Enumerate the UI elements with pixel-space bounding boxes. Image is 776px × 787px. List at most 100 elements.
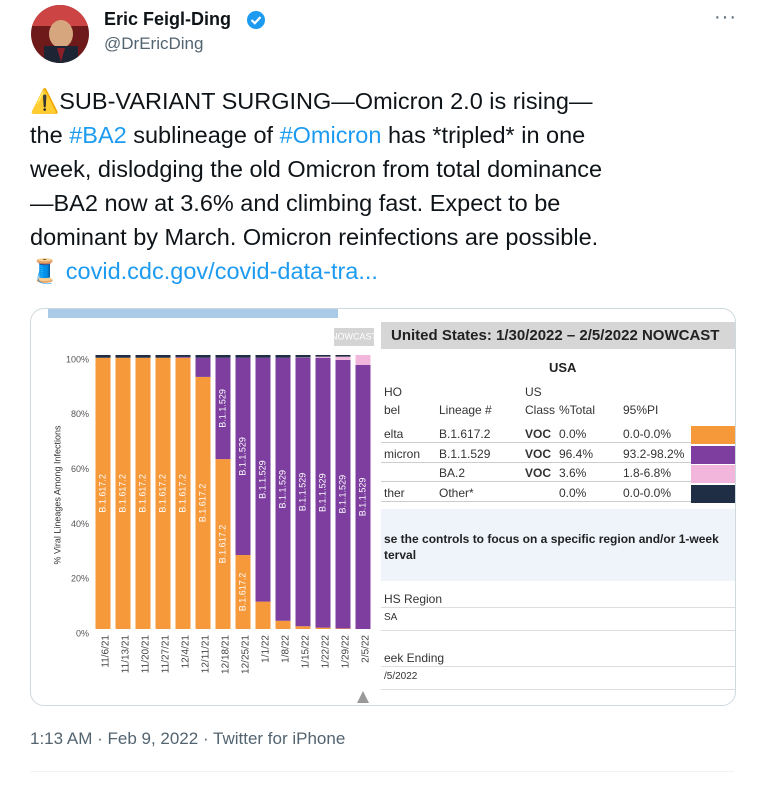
table-cell: 93.2-98.2%	[623, 446, 685, 461]
cropped-header	[48, 309, 338, 318]
x-tick-label: 1/1/22	[261, 635, 272, 663]
x-tick-label: 12/4/21	[181, 635, 192, 669]
bar-segment	[315, 627, 331, 629]
x-tick-label: 1/8/22	[281, 635, 292, 663]
author-handle[interactable]: @DrEricDing	[104, 34, 204, 53]
column-header: HO	[384, 385, 402, 399]
region-value: SA	[384, 612, 398, 623]
bar-segment	[335, 356, 351, 360]
bar-segment	[135, 357, 151, 629]
bar-segment	[175, 356, 191, 358]
bar-segment	[235, 355, 251, 358]
bar-segment	[315, 356, 331, 358]
bar-segment	[195, 376, 211, 629]
table-row-line	[381, 461, 691, 463]
text: the	[30, 122, 70, 148]
bar-segment	[275, 357, 291, 621]
bar-segment	[175, 355, 191, 357]
bar-segment	[215, 355, 231, 358]
bar-segment	[175, 357, 191, 629]
lineage-swatch	[691, 426, 735, 444]
table-cell: 96.4%	[559, 446, 594, 461]
table-cell: ther	[384, 485, 405, 500]
table-cell: VOC	[525, 427, 552, 441]
table-cell: B.1.1.529	[439, 446, 491, 461]
x-tick-label: 11/27/21	[161, 635, 172, 674]
text: 🧵	[30, 258, 66, 284]
table-cell: 0.0-0.0%	[623, 485, 672, 500]
segment-label: B.1.1.529	[237, 437, 247, 476]
table-row-line	[381, 442, 691, 443]
hashtag[interactable]: #Omicron	[279, 122, 382, 148]
table-title: United States: 1/30/2022 – 2/5/2022 NOWC…	[391, 327, 720, 344]
more-menu[interactable]: ···	[714, 6, 737, 28]
week-select[interactable]	[381, 666, 735, 690]
table-cell: micron	[384, 446, 421, 461]
tweet-text: ⚠️SUB-VARIANT SURGING—Omicron 2.0 is ris…	[30, 84, 602, 288]
segment-label: B.1.1.529	[337, 475, 347, 514]
table-cell: elta	[384, 427, 404, 441]
link[interactable]: covid.cdc.gov/covid-data-tra...	[65, 258, 378, 284]
segment-label: B.1.617.2	[217, 525, 227, 564]
x-tick-label: 11/6/21	[101, 635, 112, 668]
column-header: 95%PI	[623, 403, 659, 417]
column-header: US	[525, 385, 542, 399]
bar-segment	[135, 355, 151, 358]
media-card[interactable]: NOWCAST % Viral Lineages Among Infection…	[30, 308, 736, 706]
column-header: %Total	[559, 403, 596, 417]
x-tick-label: 12/18/21	[221, 635, 232, 674]
table-row-line	[381, 500, 691, 502]
segment-label: B.1.1.529	[357, 478, 367, 517]
segment-label: B.1.617.2	[197, 484, 207, 523]
table-cell: Other*	[439, 485, 474, 500]
bar-segment	[155, 355, 171, 358]
bar-segment	[275, 355, 291, 358]
y-tick-label: 40%	[71, 519, 89, 529]
table-cell: 1.8-6.8%	[623, 466, 672, 480]
bar-segment	[235, 357, 251, 556]
table-row-line	[381, 481, 691, 482]
x-tick-label: 1/15/22	[301, 635, 312, 669]
bar-segment	[195, 357, 211, 377]
segment-label: B.1.1.529	[257, 460, 267, 499]
segment-label: B.1.1.529	[217, 389, 227, 428]
segment-label: B.1.617.2	[97, 474, 107, 513]
y-axis-title: % Viral Lineages Among Infections	[52, 425, 62, 564]
bar-segment	[115, 357, 131, 629]
x-tick-label: 1/22/22	[321, 635, 332, 669]
y-tick-label: 100%	[66, 354, 89, 364]
week-value: /5/2022	[384, 671, 418, 682]
bar-segment	[215, 357, 231, 460]
table-cell: BA.2	[439, 466, 466, 480]
y-tick-label: 0%	[76, 628, 89, 638]
controls-note: se the controls to focus on a specific r…	[384, 531, 719, 563]
bar-segment	[95, 357, 111, 629]
y-tick-label: 60%	[71, 464, 89, 474]
bar-segment	[215, 459, 231, 629]
chart: NOWCAST % Viral Lineages Among Infection…	[48, 309, 378, 703]
text: week, dislodging the old Omicron from to…	[30, 156, 603, 182]
segment-label: B.1.1.529	[297, 473, 307, 512]
bar-segment	[295, 626, 311, 629]
x-tick-label: 11/20/21	[141, 635, 152, 674]
author-name[interactable]: Eric Feigl-Ding	[104, 9, 232, 29]
timestamp[interactable]: 1:13 AM · Feb 9, 2022 · Twitter for iPho…	[30, 729, 346, 748]
text: ⚠️SUB-VARIANT SURGING—Omicron 2.0 is ris…	[30, 88, 593, 114]
lineage-swatch	[691, 484, 735, 503]
bar-segment	[315, 355, 331, 357]
nowcast-label: NOWCAST	[331, 331, 378, 341]
data-table: United States: 1/30/2022 – 2/5/2022 NOWC…	[381, 309, 735, 705]
avatar[interactable]	[30, 4, 90, 64]
x-tick-label: 11/13/21	[121, 635, 132, 674]
segment-label: B.1.617.2	[157, 474, 167, 513]
region-select[interactable]	[381, 607, 735, 631]
verified-badge	[247, 11, 265, 29]
hashtag[interactable]: #BA2	[69, 122, 127, 148]
bar-segment	[355, 364, 371, 629]
bar-segment	[295, 357, 311, 627]
bar-segment	[155, 357, 171, 629]
region-title: USA	[549, 360, 577, 375]
x-tick-label: 12/25/21	[241, 635, 252, 674]
segment-label: B.1.617.2	[177, 474, 187, 513]
